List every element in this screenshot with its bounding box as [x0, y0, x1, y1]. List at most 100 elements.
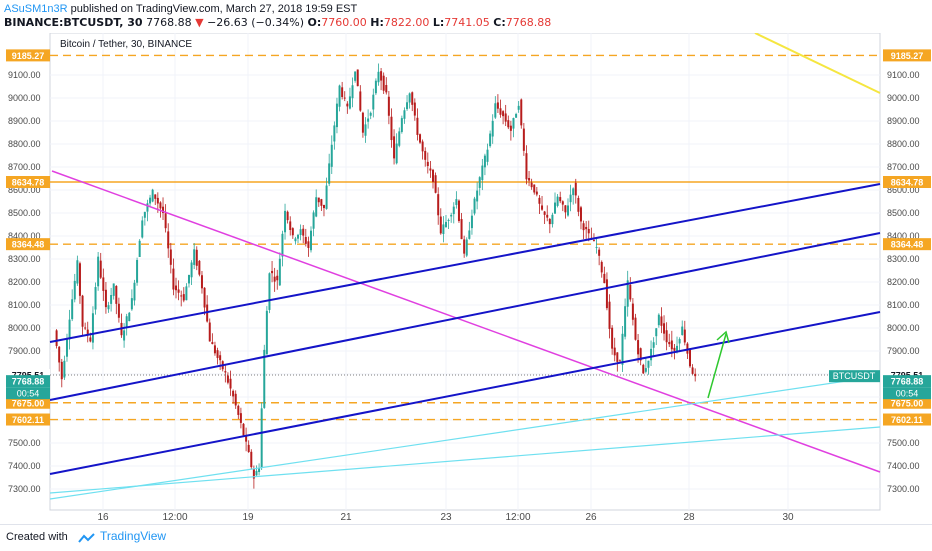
candle-body — [325, 185, 328, 209]
candle-body — [328, 163, 331, 184]
candle-body — [660, 316, 663, 326]
candle-body — [110, 295, 113, 304]
level-badge — [6, 238, 50, 251]
candle-body — [481, 165, 484, 181]
candle-body — [683, 329, 686, 343]
candle-body — [676, 345, 679, 351]
candle-body — [457, 200, 460, 221]
magenta-trendline[interactable] — [51, 170, 881, 473]
candle-body — [618, 360, 621, 362]
y-tick-label-right: 8200.00 — [887, 277, 920, 287]
tradingview-brand[interactable]: TradingView — [100, 529, 167, 543]
candle-body — [346, 103, 349, 107]
candle-body — [330, 144, 333, 167]
candle-body — [515, 114, 518, 118]
chart-frame[interactable]: Bitcoin / Tether, 30, BINANCE 7300.00 740… — [0, 32, 932, 523]
candle-body — [489, 133, 492, 147]
candle-body — [528, 177, 531, 181]
plot-area[interactable] — [49, 32, 881, 511]
blue-channel-bottom[interactable] — [49, 311, 881, 475]
candle-body — [143, 211, 146, 218]
x-axis[interactable]: 16 12:00 19 21 23 12:00 26 28 30 — [97, 512, 794, 523]
candle-body — [442, 224, 445, 235]
candle-body — [99, 260, 102, 278]
candle-body — [195, 249, 198, 266]
y-tick-label-left: 7500.00 — [8, 438, 41, 448]
candle-body — [232, 390, 235, 397]
created-with-text: Created with — [6, 531, 68, 543]
candle-body — [286, 211, 289, 221]
x-tick-label: 12:00 — [505, 512, 530, 521]
candle-body — [504, 113, 507, 122]
candle-body — [605, 279, 608, 309]
candle-body — [678, 339, 681, 344]
candle-body — [543, 211, 546, 215]
author-name[interactable]: ASuSM1n3R — [4, 3, 68, 15]
candle-body — [478, 177, 481, 188]
horizontal-levels[interactable] — [50, 54, 880, 421]
candle-body — [312, 212, 315, 229]
candle-body — [255, 470, 258, 476]
candle-body — [180, 295, 183, 297]
candle-body — [483, 155, 486, 168]
candle-body — [219, 355, 222, 361]
candle-body — [84, 327, 87, 329]
y-axis-left[interactable]: 7300.007400.007500.007600.007700.007800.… — [8, 70, 41, 494]
candle-body — [299, 229, 302, 235]
y-tick-label-left: 9100.00 — [8, 70, 41, 80]
candle-body — [203, 287, 206, 308]
candle-body — [167, 231, 170, 249]
candle-body — [400, 118, 403, 132]
candle-body — [294, 238, 297, 242]
candle-body — [439, 216, 442, 234]
candle-body — [554, 202, 557, 214]
candle-body — [572, 188, 575, 196]
candle-body — [117, 303, 120, 318]
level-badge — [6, 49, 50, 62]
candle-body — [499, 108, 502, 115]
y-tick-label-left: 7900.00 — [8, 346, 41, 356]
candle-body — [548, 218, 551, 225]
level-badge-label: 8634.78 — [12, 178, 45, 188]
candle-body — [559, 197, 562, 202]
blue-channel-top[interactable] — [49, 183, 881, 343]
candle-body — [322, 204, 325, 209]
candle-body — [65, 339, 68, 357]
y-tick-label-right: 8700.00 — [887, 162, 920, 172]
candle-body — [156, 197, 159, 204]
y-axis-right[interactable]: 7300.007400.007500.007600.007700.007800.… — [887, 70, 920, 494]
countdown-badge — [6, 387, 50, 400]
candle-body — [595, 246, 598, 248]
candle-body — [71, 299, 74, 320]
candle-body — [377, 71, 380, 83]
candle-body — [434, 175, 437, 193]
candle-body — [626, 280, 629, 307]
candle-body — [561, 201, 564, 205]
candle-body — [374, 80, 377, 94]
candle-body — [333, 125, 336, 142]
level-badge-label: 9185.27 — [891, 51, 924, 61]
candle-body — [73, 280, 76, 300]
blue-channel-mid[interactable] — [49, 232, 881, 401]
candle-body — [452, 206, 455, 215]
yellow-trendline[interactable] — [754, 32, 881, 94]
candle-body — [86, 329, 89, 336]
price-chart[interactable]: Bitcoin / Tether, 30, BINANCE 7300.00 740… — [0, 32, 932, 523]
y-tick-label-right: 8300.00 — [887, 254, 920, 264]
candle-body — [317, 197, 320, 203]
green-arrow-shaft[interactable] — [707, 333, 727, 399]
cyan-trendline-1[interactable] — [49, 375, 881, 500]
drawings[interactable] — [49, 32, 881, 500]
candle-body — [125, 316, 128, 327]
candle-body — [421, 141, 424, 152]
x-tick-label: 19 — [242, 512, 254, 521]
candle-body — [297, 234, 300, 239]
candle-body — [634, 317, 637, 340]
cyan-trendline-2[interactable] — [49, 426, 881, 494]
candle-body — [387, 96, 390, 116]
candles — [55, 63, 697, 489]
x-tick-label: 12:00 — [162, 512, 187, 521]
candle-body — [364, 124, 367, 136]
green-arrow-head[interactable] — [716, 330, 730, 344]
candle-body — [229, 378, 232, 389]
